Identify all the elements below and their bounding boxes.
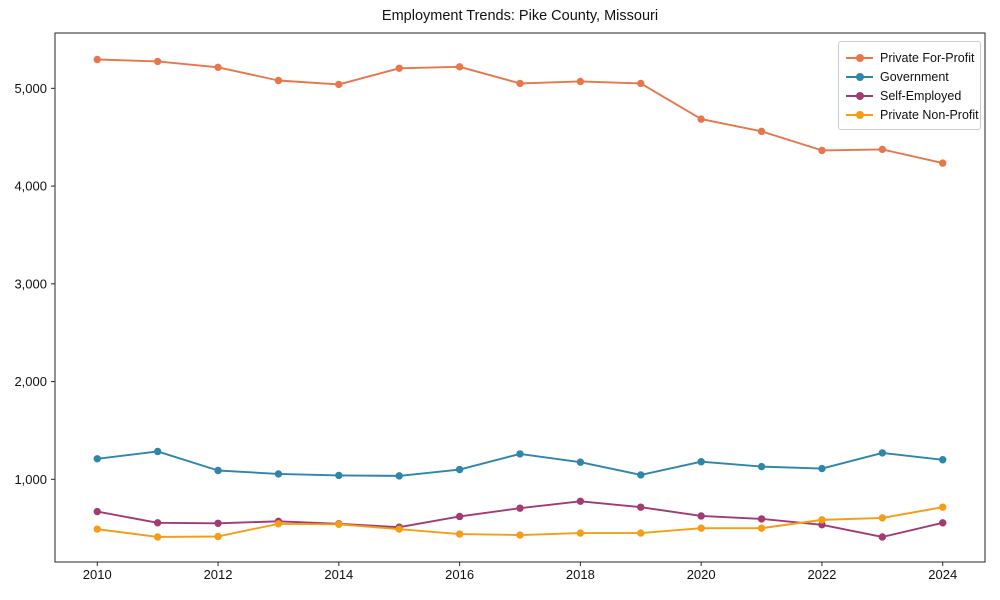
legend-item: Self-Employed	[846, 86, 973, 105]
data-point-marker	[153, 57, 162, 66]
data-point-marker	[576, 497, 585, 505]
legend-item: Government	[846, 67, 973, 86]
x-axis-tick-label: 2012	[204, 567, 233, 582]
x-axis-tick-label: 2022	[807, 567, 836, 582]
x-axis-tick-label: 2010	[83, 567, 112, 582]
legend-label: Private For-Profit	[880, 50, 975, 65]
x-axis-tick-label: 2014	[324, 567, 353, 582]
data-point-marker	[93, 455, 101, 463]
legend-label: Government	[880, 69, 949, 84]
data-point-marker	[455, 63, 464, 71]
data-point-marker	[818, 516, 826, 524]
x-axis-tick-label: 2024	[928, 567, 957, 582]
data-point-marker	[637, 503, 645, 511]
data-point-marker	[516, 531, 524, 539]
data-point-marker	[757, 515, 766, 523]
legend: Private For-Profit Government Self-Emplo…	[838, 41, 981, 130]
data-point-marker	[93, 525, 101, 533]
data-point-marker	[757, 524, 766, 532]
data-point-marker	[335, 471, 343, 480]
data-point-marker	[335, 520, 343, 528]
y-axis-tick-label: 3,000	[14, 276, 47, 291]
axes-frame	[54, 32, 986, 563]
x-axis-tick-label: 2018	[566, 567, 595, 582]
data-point-marker	[576, 77, 585, 86]
data-point-marker	[576, 529, 585, 537]
legend-line-marker-icon	[846, 91, 873, 101]
x-axis-tick-label: 2020	[687, 567, 716, 582]
legend-item: Private For-Profit	[846, 48, 975, 67]
data-point-marker	[214, 519, 222, 527]
series-line-private-for-profit	[96, 58, 944, 165]
data-point-marker	[455, 465, 464, 474]
y-axis-tick-label: 5,000	[14, 81, 47, 96]
data-point-marker	[93, 507, 101, 516]
data-point-marker	[516, 79, 524, 88]
legend-label: Private Non-Profit	[880, 107, 979, 122]
legend-label: Self-Employed	[880, 88, 962, 103]
data-point-marker	[637, 529, 645, 537]
data-point-marker	[274, 76, 283, 85]
data-point-marker	[939, 519, 947, 527]
data-point-marker	[939, 456, 947, 464]
data-point-marker	[274, 470, 283, 478]
y-axis-tick-label: 1,000	[14, 472, 47, 487]
y-axis-tick-label: 4,000	[14, 179, 47, 194]
data-point-marker	[637, 471, 645, 479]
data-point-marker	[516, 504, 524, 512]
data-point-marker	[818, 464, 826, 473]
data-point-marker	[697, 524, 705, 532]
data-point-marker	[455, 512, 464, 521]
data-point-marker	[757, 127, 766, 136]
legend-line-marker-icon	[846, 72, 873, 82]
data-point-marker	[214, 532, 222, 541]
data-point-marker	[939, 503, 947, 511]
data-point-marker	[516, 450, 524, 458]
data-point-marker	[878, 145, 887, 154]
legend-line-marker-icon	[846, 53, 873, 63]
data-point-marker	[93, 55, 101, 64]
legend-item: Private Non-Profit	[846, 105, 979, 124]
data-point-marker	[697, 512, 705, 520]
data-point-marker	[878, 449, 887, 457]
legend-line-marker-icon	[846, 110, 873, 120]
x-axis-tick-label: 2016	[445, 567, 474, 582]
data-point-marker	[757, 462, 766, 471]
data-point-marker	[939, 159, 947, 167]
data-point-marker	[335, 80, 343, 89]
chart-title: Employment Trends: Pike County, Missouri	[381, 8, 659, 24]
data-point-marker	[697, 458, 705, 466]
data-point-marker	[818, 146, 826, 155]
data-point-marker	[395, 525, 403, 533]
data-point-marker	[878, 533, 887, 541]
data-point-marker	[878, 514, 887, 522]
data-point-marker	[153, 533, 162, 541]
data-point-marker	[274, 520, 283, 528]
data-point-marker	[637, 79, 645, 88]
data-point-marker	[697, 115, 705, 123]
data-point-marker	[395, 472, 403, 480]
data-point-marker	[455, 530, 464, 538]
data-point-marker	[214, 466, 222, 475]
data-point-marker	[395, 64, 403, 72]
data-point-marker	[576, 458, 585, 466]
data-point-marker	[153, 447, 162, 456]
data-point-marker	[153, 519, 162, 527]
y-axis-tick-label: 2,000	[14, 374, 47, 389]
data-point-marker	[214, 63, 222, 72]
